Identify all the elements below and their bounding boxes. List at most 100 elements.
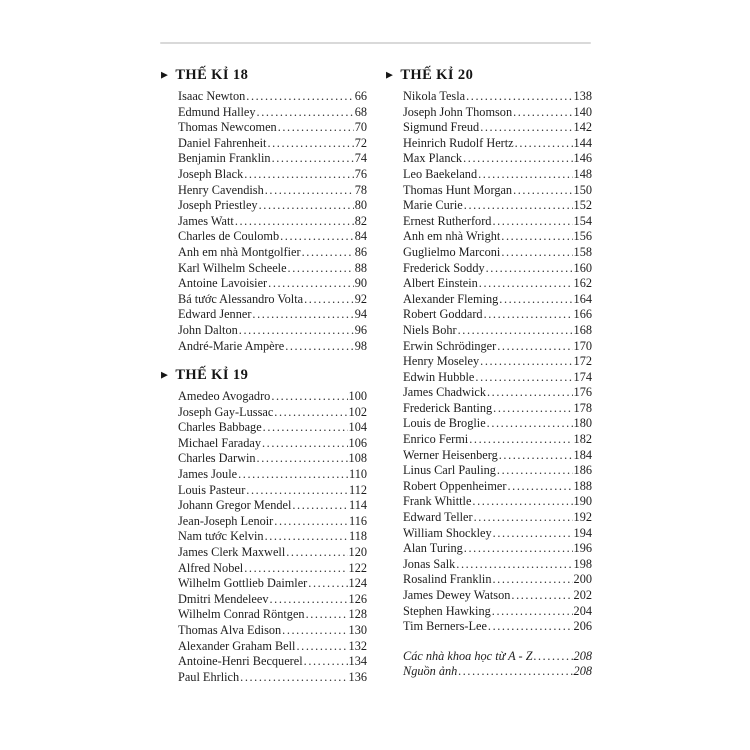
entry-name: Charles Babbage [178,420,262,435]
dot-leader [257,451,348,467]
entry-page-number: 130 [348,623,367,637]
entry-name: Joseph John Thomson [403,104,513,119]
toc-entry: Anh em nhà Montgolfier 86 [178,245,367,261]
toc-entry: Joseph John Thomson 140 [403,105,592,121]
entry-name: Joseph Gay-Lussac [178,404,274,419]
dot-leader [263,420,348,436]
toc-column-2: ▶ THẾ KỈ 20 Nikola Tesla 138 Joseph John Tho… [386,66,592,680]
entry-name: Bá tước Alessandro Volta [178,291,304,306]
entry-name: Nguồn ảnh [403,664,458,679]
entry-name: Louis Pasteur [178,482,246,497]
entry-page-number: 112 [349,482,367,497]
section-heading: ▶ THẾ KỈ 18 [161,66,367,84]
toc-entry: Wilhelm Gottlieb Daimler 124 [178,576,367,592]
section-heading: ▶ THẾ KỈ 19 [161,366,367,384]
dot-leader [488,619,573,635]
dot-leader [501,245,572,261]
dot-leader [262,436,348,452]
dot-leader [265,183,354,199]
toc-entry: Enrico Fermi 182 [403,432,592,448]
entry-name: Benjamin Franklin [178,151,271,166]
entry-page-number: 94 [354,307,367,322]
entry-page-number: 206 [573,619,592,634]
dot-leader [499,292,572,308]
entry-name: Frederick Banting [403,400,493,415]
entry-page-number: 80 [354,198,367,213]
entry-name: André-Marie Ampère [178,338,285,353]
entry-page-number: 190 [573,494,592,509]
toc-entry: Niels Bohr 168 [403,323,592,339]
entry-page-number: 136 [348,669,367,684]
entry-page-number: 100 [348,389,367,404]
toc-entry: Jonas Salk 198 [403,557,592,573]
toc-entry: Joseph Black 76 [178,167,367,183]
toc-entry: Thomas Newcomen 70 [178,120,367,136]
entry-name: Henry Moseley [403,354,480,369]
toc-entry: Robert Goddard 166 [403,307,592,323]
entry-name: Erwin Schrödinger [403,338,497,353]
entry-page-number: 118 [349,529,367,544]
toc-entry: Robert Oppenheimer 188 [403,479,592,495]
dot-leader [479,276,573,292]
entry-page-number: 200 [573,572,592,587]
toc-entry: Guglielmo Marconi 158 [403,245,592,261]
dot-leader [257,105,354,121]
entry-page-number: 160 [573,260,592,275]
entry-name: Linus Carl Pauling [403,463,496,478]
dot-leader [486,261,573,277]
toc-section: ▶ THẾ KỈ 20 Nikola Tesla 138 Joseph John Tho… [386,66,592,635]
dot-leader [302,245,354,261]
entry-name: Daniel Fahrenheit [178,135,267,150]
entry-name: Frederick Soddy [403,260,485,275]
entry-page-number: 198 [573,556,592,571]
entry-name: Joseph Priestley [178,198,258,213]
toc-entry: Tim Berners-Lee 206 [403,619,592,635]
entry-page-number: 134 [348,654,367,669]
dot-leader [492,604,573,620]
entry-name: Henry Cavendish [178,182,264,197]
toc-entry: Bá tước Alessandro Volta 92 [178,292,367,308]
entry-name: Thomas Hunt Morgan [403,182,513,197]
toc-entry: Henry Moseley 172 [403,354,592,370]
toc-entry: Albert Einstein 162 [403,276,592,292]
dot-leader [493,401,572,417]
dot-leader [272,151,354,167]
entry-page-number: 188 [573,478,592,493]
toc-entry: Alfred Nobel 122 [178,561,367,577]
section-title: THẾ KỈ 20 [400,67,474,83]
toc-entry: Frederick Soddy 160 [403,261,592,277]
dot-leader [296,639,347,655]
entry-page-number: 114 [349,498,367,513]
dot-leader [501,229,572,245]
toc-entry: Louis de Broglie 180 [403,416,592,432]
entry-page-number: 154 [573,213,592,228]
entry-name: Sigmund Freud [403,120,480,135]
entry-page-number: 72 [354,135,367,150]
dot-leader [267,136,353,152]
dot-leader [271,389,347,405]
entry-name: Alexander Fleming [403,291,499,306]
toc-entry: Frank Whittle 190 [403,494,592,510]
section-bullet-icon: ▶ [386,69,394,80]
toc-entry: Ernest Rutherford 154 [403,214,592,230]
toc-entry: Nam tước Kelvin 118 [178,529,367,545]
entry-name: Ernest Rutherford [403,213,492,228]
dot-leader [285,339,354,355]
dot-leader [469,432,572,448]
entry-name: Stephen Hawking [403,603,491,618]
entry-name: Thomas Newcomen [178,120,277,135]
entry-name: Charles de Coulomb [178,229,280,244]
entry-name: Anh em nhà Wright [403,229,501,244]
entry-name: Leo Baekeland [403,166,478,181]
entry-name: Robert Oppenheimer [403,478,507,493]
entry-name: Antoine Lavoisier [178,276,268,291]
toc-entry: Henry Cavendish 78 [178,183,367,199]
entry-page-number: 138 [573,89,592,103]
entry-name: Edwin Hubble [403,369,475,384]
entry-page-number: 164 [573,291,592,306]
toc-entry: Edwin Hubble 174 [403,370,592,386]
entry-page-number: 132 [348,638,367,653]
entry-page-number: 96 [354,322,367,337]
entry-page-number: 92 [354,291,367,306]
